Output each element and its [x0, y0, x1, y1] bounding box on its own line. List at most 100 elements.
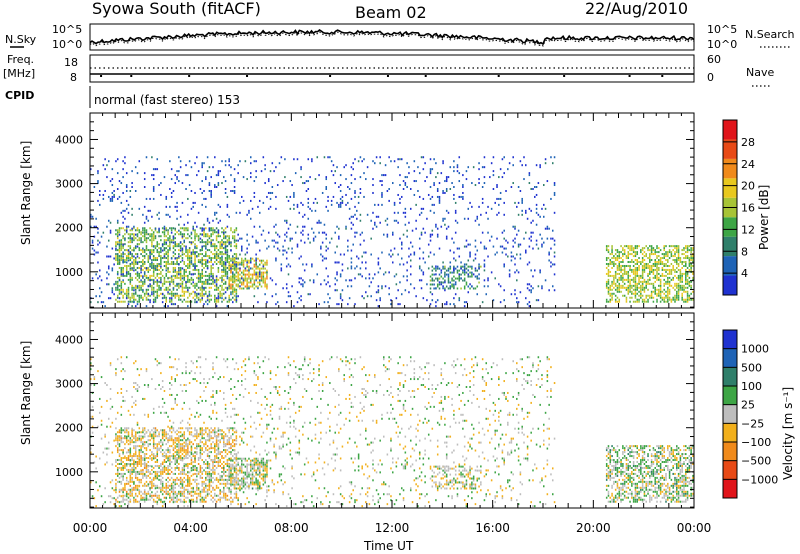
- cell-3720: [442, 162, 444, 165]
- cell-1307: [230, 285, 232, 288]
- cell-2091: [668, 257, 671, 260]
- cell-3146: [285, 195, 288, 198]
- cell-339: [145, 274, 148, 277]
- cell-3212: [303, 241, 306, 244]
- cell-3812: [467, 291, 470, 294]
- cell-683: [178, 441, 180, 444]
- cell-565: [167, 433, 169, 436]
- cell-1401: [246, 279, 248, 282]
- cell-3864: [483, 265, 486, 268]
- cell-3976: [517, 213, 520, 216]
- cell-1475: [260, 277, 263, 280]
- cell-735: [181, 427, 184, 430]
- cell-1403: [246, 273, 248, 276]
- colorbar-swatch-8: [723, 120, 737, 140]
- cell-353: [147, 474, 150, 477]
- cell-1323: [232, 267, 234, 270]
- cell-3518: [388, 188, 390, 190]
- cell-3562: [400, 241, 403, 244]
- cell-3249: [314, 178, 317, 181]
- cell-42: [118, 466, 121, 469]
- cell-2699: [160, 247, 162, 250]
- cell-169: [129, 263, 132, 265]
- cell-1405: [246, 265, 248, 268]
- cell-190: [131, 276, 133, 279]
- cell-2334: [438, 267, 441, 270]
- cell-3753: [453, 287, 455, 290]
- cell-1356: [237, 261, 239, 264]
- cell-522: [163, 294, 166, 297]
- cell-733: [183, 278, 186, 281]
- cell-2136: [676, 298, 678, 301]
- cell-163: [129, 455, 132, 458]
- cell-2072: [667, 264, 669, 267]
- cell-390: [151, 274, 153, 277]
- cell-161: [129, 282, 132, 285]
- cell-697: [179, 276, 182, 279]
- cell-31: [116, 441, 119, 444]
- cell-2710: [163, 227, 166, 230]
- cell-2109: [672, 286, 674, 289]
- cell-2312: [431, 277, 434, 280]
- cell-1689: [625, 264, 628, 267]
- cell-2552: [118, 195, 121, 198]
- cell-560: [165, 235, 168, 238]
- cell-554: [167, 468, 169, 471]
- cell-3497: [381, 184, 383, 187]
- cell-3240: [312, 281, 315, 284]
- cell-1742: [631, 247, 633, 250]
- cell-1175: [224, 259, 227, 262]
- cell-238: [136, 300, 139, 303]
- cell-486: [158, 247, 160, 250]
- cell-4087: [551, 285, 554, 288]
- cell-547: [167, 490, 169, 493]
- cell-828: [192, 249, 194, 252]
- cell-2940: [224, 245, 227, 248]
- cell-3115: [276, 241, 279, 244]
- cell-14: [115, 435, 117, 438]
- cell-3997: [525, 231, 527, 234]
- cell-2499: [107, 297, 110, 300]
- cell-3344: [339, 189, 342, 192]
- cell-3573: [404, 215, 407, 218]
- cell-483: [160, 468, 162, 471]
- cell-2465: [97, 199, 99, 202]
- cell-305: [142, 443, 144, 446]
- cell-754: [183, 445, 186, 448]
- cell-617: [172, 472, 175, 475]
- cell-802: [188, 249, 191, 252]
- cell-2220: [683, 247, 685, 250]
- cell-1001: [208, 249, 211, 252]
- cell-210: [134, 500, 137, 503]
- cell-3144: [285, 221, 288, 224]
- cell-4001: [526, 303, 529, 306]
- cell-513: [163, 490, 166, 493]
- cell-721: [181, 251, 184, 254]
- cell-3335: [339, 295, 342, 298]
- cell-3010: [242, 199, 245, 202]
- cell-2353: [447, 279, 450, 282]
- cell-3048: [255, 257, 257, 260]
- cell-2569: [122, 191, 124, 194]
- cell-978: [206, 274, 209, 277]
- cell-1696: [627, 286, 630, 289]
- cell-487: [160, 447, 162, 450]
- cell-2783: [181, 201, 184, 204]
- cell-1620: [618, 298, 621, 301]
- cell-3843: [476, 215, 479, 218]
- cell-832: [194, 294, 196, 297]
- cell-4036: [535, 299, 538, 302]
- cell-3924: [503, 247, 505, 250]
- cell-52: [118, 255, 121, 258]
- cell-3281: [325, 233, 328, 236]
- cell-3955: [514, 289, 516, 292]
- cell-1065: [215, 284, 218, 287]
- cell-711: [179, 431, 182, 434]
- cell-916: [201, 280, 203, 283]
- cell-2844: [201, 229, 203, 232]
- cell-2648: [145, 215, 148, 218]
- cell-176: [131, 472, 133, 475]
- cell-681: [178, 445, 180, 448]
- cell-2069: [667, 276, 669, 279]
- cell-146: [129, 500, 132, 503]
